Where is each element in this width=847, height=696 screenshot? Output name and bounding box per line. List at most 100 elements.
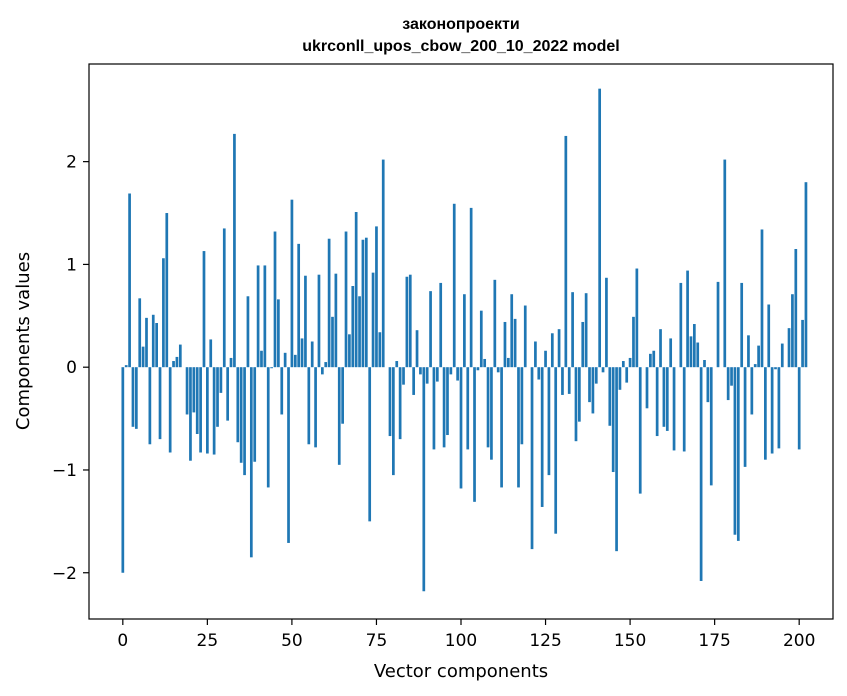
bar: [564, 135, 568, 368]
bar: [628, 357, 632, 368]
y-tick-label: −1: [52, 461, 77, 481]
bar: [233, 133, 236, 368]
bar: [405, 276, 409, 368]
bar: [364, 237, 368, 368]
bar: [764, 367, 767, 460]
bar: [743, 367, 747, 467]
y-axis-ticks: −2 −1 0 1 2: [52, 153, 89, 584]
bar: [270, 367, 273, 369]
bar: [797, 367, 801, 450]
bar: [148, 367, 152, 445]
bar: [774, 367, 777, 370]
bar: [679, 282, 683, 368]
chart-subtitle: ukrconll_upos_cbow_200_10_2022 model: [302, 38, 619, 55]
bar: [486, 367, 490, 448]
bar: [557, 329, 561, 368]
bar: [550, 333, 554, 368]
bar: [601, 367, 605, 373]
bar: [794, 249, 798, 368]
bar: [469, 207, 473, 368]
bar: [682, 367, 686, 452]
bar: [520, 367, 524, 445]
bar: [429, 291, 432, 368]
bar: [392, 367, 395, 476]
bar: [726, 367, 730, 401]
x-tick-label: 125: [529, 631, 561, 651]
bar: [131, 367, 135, 427]
bar: [530, 367, 534, 550]
bar: [121, 367, 125, 573]
bar: [689, 336, 693, 368]
bar: [320, 367, 324, 375]
bar: [621, 361, 625, 368]
bar: [351, 286, 355, 368]
bar: [344, 231, 348, 368]
bar: [341, 367, 344, 424]
bar: [134, 367, 138, 429]
bar: [645, 367, 649, 409]
bar: [594, 367, 598, 384]
bar: [249, 367, 253, 558]
bar: [490, 367, 493, 460]
bar: [760, 229, 764, 368]
bar: [506, 357, 510, 368]
bar: [432, 367, 436, 450]
bar: [574, 367, 578, 442]
bar: [151, 314, 155, 368]
bar: [388, 367, 392, 437]
bar: [361, 239, 365, 368]
bar: [791, 294, 794, 368]
bars-group: [121, 88, 808, 592]
bar: [280, 367, 284, 415]
bar: [584, 293, 588, 368]
bar: [635, 268, 639, 368]
x-tick-label: 75: [366, 631, 388, 651]
bar: [277, 299, 280, 368]
bar: [331, 316, 334, 368]
x-axis-ticks: 0 25 50 75 100 125 150 175 200: [117, 619, 815, 651]
bar: [703, 360, 706, 368]
bar: [195, 367, 199, 434]
bar: [625, 367, 629, 383]
bar: [801, 319, 804, 368]
bar: [669, 338, 673, 368]
bar: [178, 344, 182, 368]
bar: [503, 321, 507, 368]
bar: [493, 279, 497, 368]
bar: [500, 367, 503, 488]
bar: [730, 367, 733, 386]
bar: [540, 367, 544, 507]
bar: [466, 367, 470, 450]
bar: [206, 367, 209, 454]
bar: [439, 282, 443, 368]
bar: [246, 296, 250, 368]
bar: [449, 367, 453, 375]
bar: [804, 182, 808, 368]
bar: [239, 367, 243, 463]
bar: [736, 367, 740, 541]
bar: [513, 318, 517, 368]
y-axis-label: Components values: [13, 252, 34, 430]
bar: [310, 341, 314, 368]
bar: [496, 367, 500, 373]
bar: [608, 367, 612, 426]
bar: [162, 258, 165, 368]
bar: [145, 317, 148, 368]
bar: [479, 310, 483, 368]
bar: [554, 367, 558, 534]
bar: [155, 323, 158, 368]
bar: [290, 199, 294, 368]
bar: [185, 367, 189, 415]
bar: [435, 367, 439, 382]
bar: [692, 324, 696, 368]
bar: [222, 228, 226, 368]
bar: [408, 274, 412, 368]
bar: [236, 367, 240, 443]
bar: [202, 251, 206, 368]
bar: [581, 321, 585, 368]
bar: [571, 292, 574, 368]
bar: [605, 277, 608, 368]
bar: [337, 367, 341, 465]
bar: [578, 367, 581, 422]
bar: [473, 367, 476, 502]
